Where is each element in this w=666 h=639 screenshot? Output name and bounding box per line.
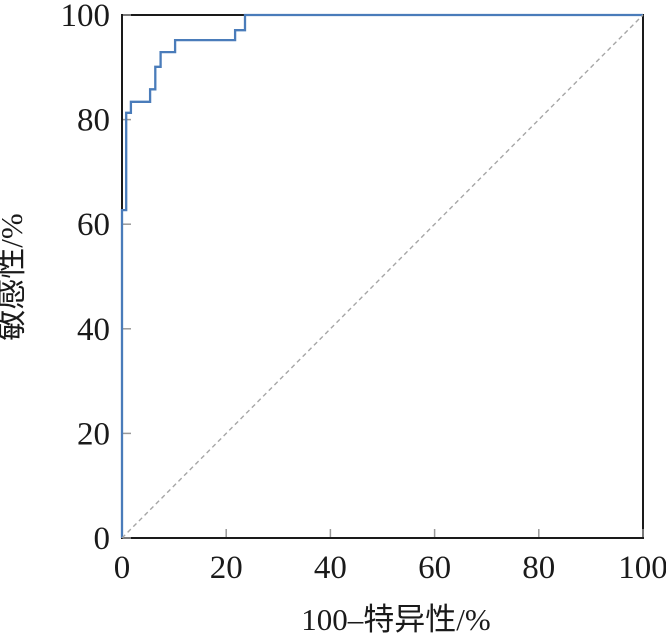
y-tick-label: 20 <box>77 416 110 452</box>
x-tick-label: 0 <box>114 550 131 586</box>
x-axis-title: 100–特异性/% <box>301 602 490 637</box>
x-tick-label: 100 <box>618 550 666 586</box>
roc-curve <box>120 13 643 538</box>
x-tick-label: 60 <box>418 550 451 586</box>
y-tick-label: 80 <box>77 103 110 139</box>
y-axis-title: 敏感性/% <box>0 213 29 340</box>
y-tick-label: 0 <box>94 521 111 557</box>
y-tick-label: 60 <box>77 207 110 243</box>
x-tick-label: 20 <box>210 550 243 586</box>
x-tick-label: 40 <box>314 550 347 586</box>
y-tick-label: 100 <box>61 0 111 34</box>
x-tick-label: 80 <box>522 550 555 586</box>
y-tick-label: 40 <box>77 312 110 348</box>
reference-diagonal <box>121 14 644 539</box>
